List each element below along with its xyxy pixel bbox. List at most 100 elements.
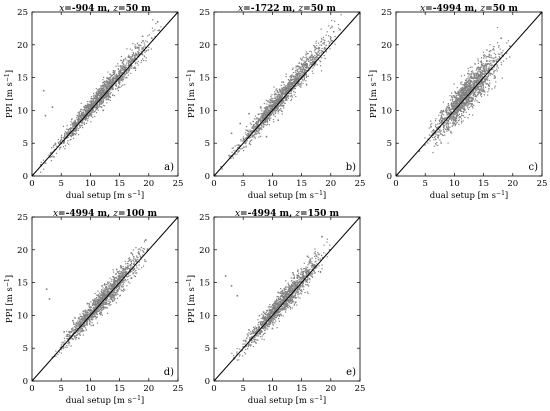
data-point	[98, 302, 100, 304]
data-point	[431, 133, 434, 135]
data-point	[463, 85, 465, 87]
data-point	[114, 289, 116, 291]
data-point	[456, 93, 458, 95]
data-point	[77, 122, 79, 124]
data-point	[86, 115, 88, 117]
data-point	[89, 114, 91, 116]
data-point	[101, 298, 103, 300]
data-point	[114, 70, 116, 72]
data-point	[449, 116, 451, 118]
data-point	[299, 72, 301, 75]
data-point	[456, 118, 458, 120]
data-point	[314, 50, 316, 52]
data-point	[119, 72, 121, 75]
data-point	[477, 93, 479, 96]
data-point	[274, 111, 276, 114]
data-point	[72, 332, 74, 334]
data-point	[270, 117, 272, 119]
data-point	[481, 75, 483, 77]
data-point	[109, 86, 111, 88]
data-point	[468, 91, 470, 93]
data-point	[500, 61, 502, 64]
data-point	[442, 101, 445, 103]
data-point	[44, 114, 47, 117]
data-point	[451, 96, 453, 98]
data-point	[472, 107, 474, 109]
data-point	[475, 80, 477, 82]
data-point	[289, 85, 292, 88]
data-point	[480, 76, 482, 78]
data-point	[261, 122, 263, 125]
data-point	[86, 108, 88, 110]
data-point	[269, 120, 271, 122]
data-point	[122, 271, 124, 273]
data-point	[103, 80, 106, 82]
data-point	[481, 80, 483, 83]
data-point	[458, 98, 460, 100]
data-point	[482, 89, 485, 92]
data-point	[488, 63, 490, 65]
panel-title: x=-1722 m, z=50 m	[238, 4, 336, 14]
data-point	[479, 82, 481, 85]
data-point	[100, 85, 102, 87]
data-point	[97, 109, 99, 111]
data-point	[477, 87, 480, 89]
data-point	[441, 118, 444, 120]
data-point	[483, 90, 486, 92]
data-point	[229, 155, 232, 158]
data-point	[308, 56, 310, 58]
data-point	[276, 96, 279, 98]
data-point	[129, 68, 131, 70]
data-point	[271, 99, 273, 101]
data-point	[101, 289, 103, 291]
data-point	[259, 132, 261, 135]
data-point	[102, 97, 104, 100]
data-point	[472, 84, 474, 86]
data-point	[119, 81, 121, 83]
data-point	[71, 134, 73, 136]
data-point	[100, 96, 102, 98]
data-point	[315, 48, 318, 50]
data-point	[111, 278, 113, 281]
data-point	[103, 105, 106, 107]
data-point	[478, 91, 480, 93]
data-point	[98, 106, 100, 108]
data-point	[111, 83, 113, 85]
data-point	[122, 68, 124, 70]
data-point	[133, 256, 135, 258]
data-point	[453, 119, 455, 121]
data-point	[138, 264, 140, 266]
data-point	[110, 83, 112, 85]
data-point	[475, 81, 477, 83]
data-point	[474, 93, 476, 96]
data-point	[113, 296, 115, 298]
data-point	[132, 67, 134, 69]
data-point	[141, 254, 144, 256]
data-point	[475, 83, 477, 85]
data-point	[120, 85, 123, 87]
data-point	[316, 45, 318, 47]
data-point	[263, 113, 265, 115]
data-point	[257, 122, 259, 124]
data-point	[102, 82, 104, 84]
data-point	[250, 139, 252, 142]
data-point	[294, 81, 296, 83]
data-point	[85, 106, 87, 108]
data-point	[93, 97, 96, 99]
data-point	[306, 66, 308, 68]
data-point	[122, 75, 124, 78]
data-point	[482, 67, 484, 69]
data-point	[91, 105, 94, 108]
x-tick-label: 5	[422, 179, 427, 189]
data-point	[109, 89, 111, 91]
data-point	[100, 103, 102, 106]
data-point	[247, 129, 249, 131]
data-point	[288, 79, 290, 81]
data-point	[68, 331, 70, 333]
data-point	[277, 112, 279, 114]
data-point	[440, 142, 442, 144]
data-point	[302, 64, 304, 66]
data-point	[293, 82, 295, 84]
data-point	[263, 112, 266, 115]
data-point	[494, 53, 497, 56]
